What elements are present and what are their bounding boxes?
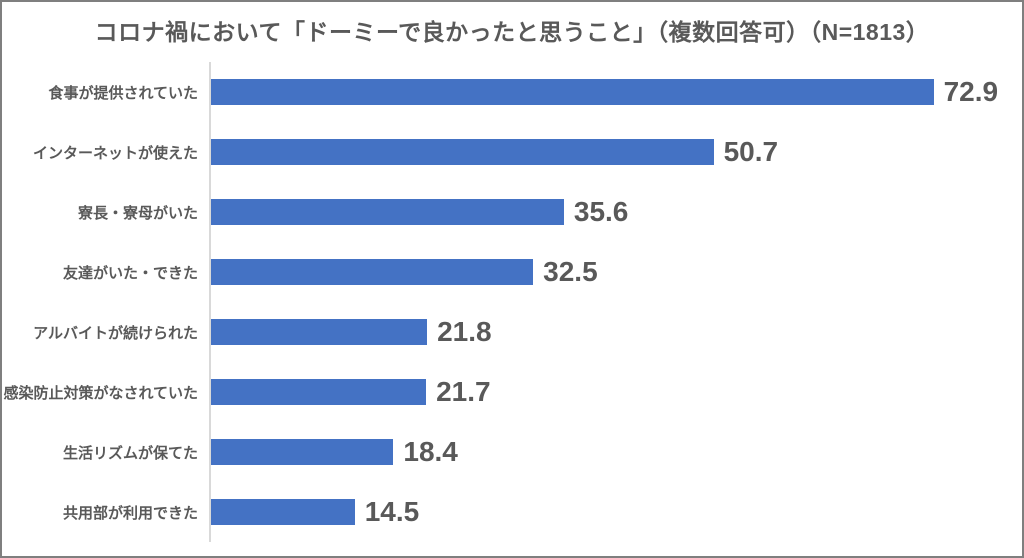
bar-row: 生活リズムが保てた 18.4	[2, 422, 1022, 482]
category-label: 感染防止対策がなされていた	[3, 384, 198, 402]
bar-row: 寮長・寮母がいた 35.6	[2, 182, 1022, 242]
bar	[211, 499, 355, 525]
bar-row: 共用部が利用できた 14.5	[2, 482, 1022, 542]
bar	[211, 199, 564, 225]
category-label: アルバイトが続けられた	[33, 324, 198, 342]
value-label: 18.4	[403, 436, 458, 467]
bar-chart: 食事が提供されていた 72.9 インターネットが使えた 50.7 寮長・寮母がいた 35.…	[2, 62, 1022, 542]
category-label: インターネットが使えた	[32, 144, 198, 162]
bar-area: 50.7	[209, 122, 1022, 182]
bar	[211, 79, 934, 105]
category-label: 生活リズムが保てた	[62, 444, 198, 462]
category-label: 食事が提供されていた	[48, 84, 198, 102]
category-label: 友達がいた・できた	[62, 264, 198, 282]
bar-area: 35.6	[209, 182, 1022, 242]
bar	[211, 379, 427, 405]
value-label: 50.7	[723, 136, 779, 167]
bar-row: 食事が提供されていた 72.9	[2, 62, 1022, 122]
value-label: 32.5	[543, 256, 598, 287]
bar	[211, 319, 428, 345]
value-label: 14.5	[364, 496, 420, 527]
value-label: 72.9	[943, 76, 999, 107]
chart-title: コロナ禍において「ドーミーで良かったと思うこと」（複数回答可）（N=1813）	[94, 19, 930, 45]
bar-row: 友達がいた・できた 32.5	[2, 242, 1022, 302]
bar-row: インターネットが使えた 50.7	[2, 122, 1022, 182]
bar	[211, 439, 394, 465]
category-label: 寮長・寮母がいた	[77, 204, 198, 222]
bar-area: 21.8	[209, 302, 1022, 362]
bar-row: アルバイトが続けられた 21.8	[2, 302, 1022, 362]
bar-area: 14.5	[209, 482, 1022, 542]
bar-row: 感染防止対策がなされていた 21.7	[2, 362, 1022, 422]
value-label: 21.8	[437, 316, 492, 347]
bar-area: 72.9	[209, 62, 1022, 122]
value-label: 35.6	[573, 196, 629, 227]
value-label: 21.7	[436, 376, 491, 407]
bar	[211, 259, 534, 285]
category-label: 共用部が利用できた	[62, 504, 198, 522]
bar	[211, 139, 714, 165]
bar-area: 18.4	[209, 422, 1022, 482]
bar-area: 32.5	[209, 242, 1022, 302]
bar-area: 21.7	[209, 362, 1022, 422]
